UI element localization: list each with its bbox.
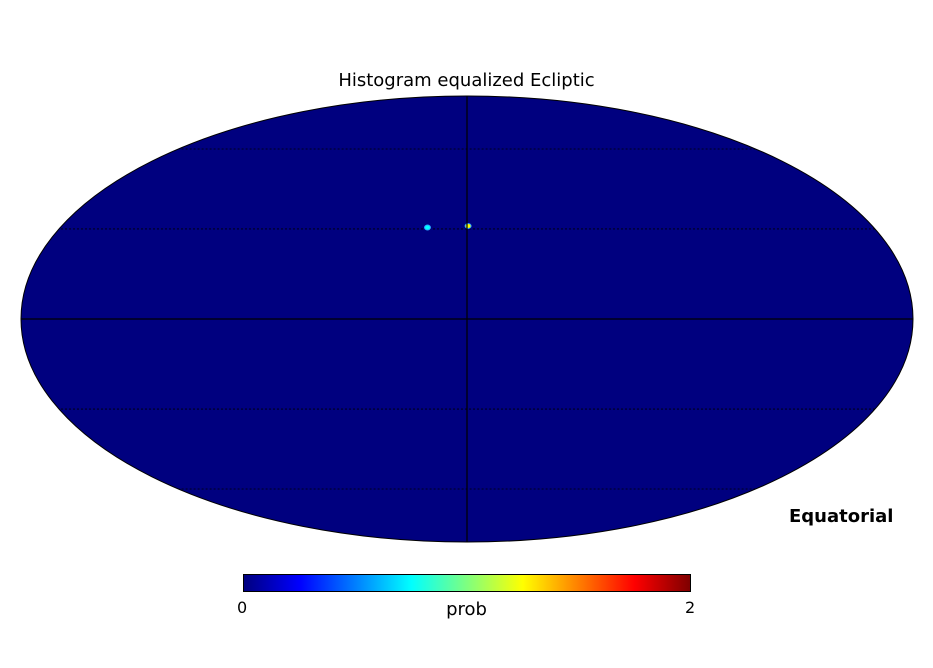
hotspot-2 <box>424 224 431 231</box>
colorbar <box>243 574 691 592</box>
map-title: Histogram equalized Ecliptic <box>338 70 595 91</box>
colorbar-min-label: 0 <box>237 598 248 617</box>
coordinate-system-label: Equatorial <box>789 506 894 527</box>
colorbar-label: prob <box>446 599 487 620</box>
colorbar-max-label: 2 <box>685 598 696 617</box>
map-border <box>20 95 914 543</box>
hotspot-1 <box>464 223 472 229</box>
